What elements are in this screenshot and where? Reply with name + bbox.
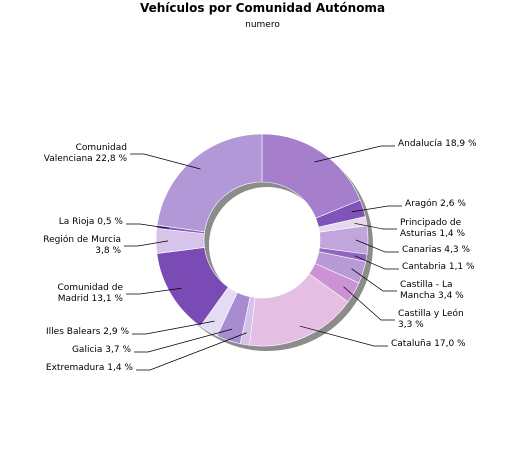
leader-line [355,239,399,253]
leader-line [134,328,233,353]
chart-subtitle: numero [245,20,280,30]
leader-line [354,255,399,270]
slice-label: Comunidad Valenciana 22,8 % [44,143,128,164]
leader-line [314,145,395,163]
leader-line [351,205,402,213]
leader-line [136,332,247,371]
slice-label: Extremadura 1,4 % [46,363,134,373]
slice-label: Castilla - La Mancha 3,4 % [400,280,464,301]
leader-line [124,240,169,247]
slice-label: Cataluña 17,0 % [391,339,466,349]
pie-slice [261,133,361,219]
leader-line [126,223,169,229]
leader-line [132,320,215,335]
chart-title: Vehículos por Comunidad Autónoma [139,1,386,15]
slice-label: Aragón 2,6 % [405,198,466,209]
leader-line [299,325,388,347]
slice-label: Cantabria 1,1 % [402,262,475,272]
slice-label: Illes Balears 2,9 % [46,327,129,337]
leader-line [126,287,182,295]
slice-label: Galicia 3,7 % [72,345,131,355]
slice-label: Región de Murcia 3,8 % [43,234,121,256]
slice-label: Principado de Asturias 1,4 % [400,218,466,239]
slice-label: Andalucía 18,9 % [398,139,477,149]
leader-line [354,222,397,230]
leader-line [130,153,201,170]
leader-line [343,286,395,321]
slice-label: Castilla y León 3,3 % [398,308,464,330]
leader-line [351,268,397,292]
pie-slice [156,133,263,233]
slice-label: La Rioja 0,5 % [59,217,124,227]
slice-label: Comunidad de Madrid 13,1 % [57,283,123,304]
slice-label: Canarias 4,3 % [402,245,470,255]
